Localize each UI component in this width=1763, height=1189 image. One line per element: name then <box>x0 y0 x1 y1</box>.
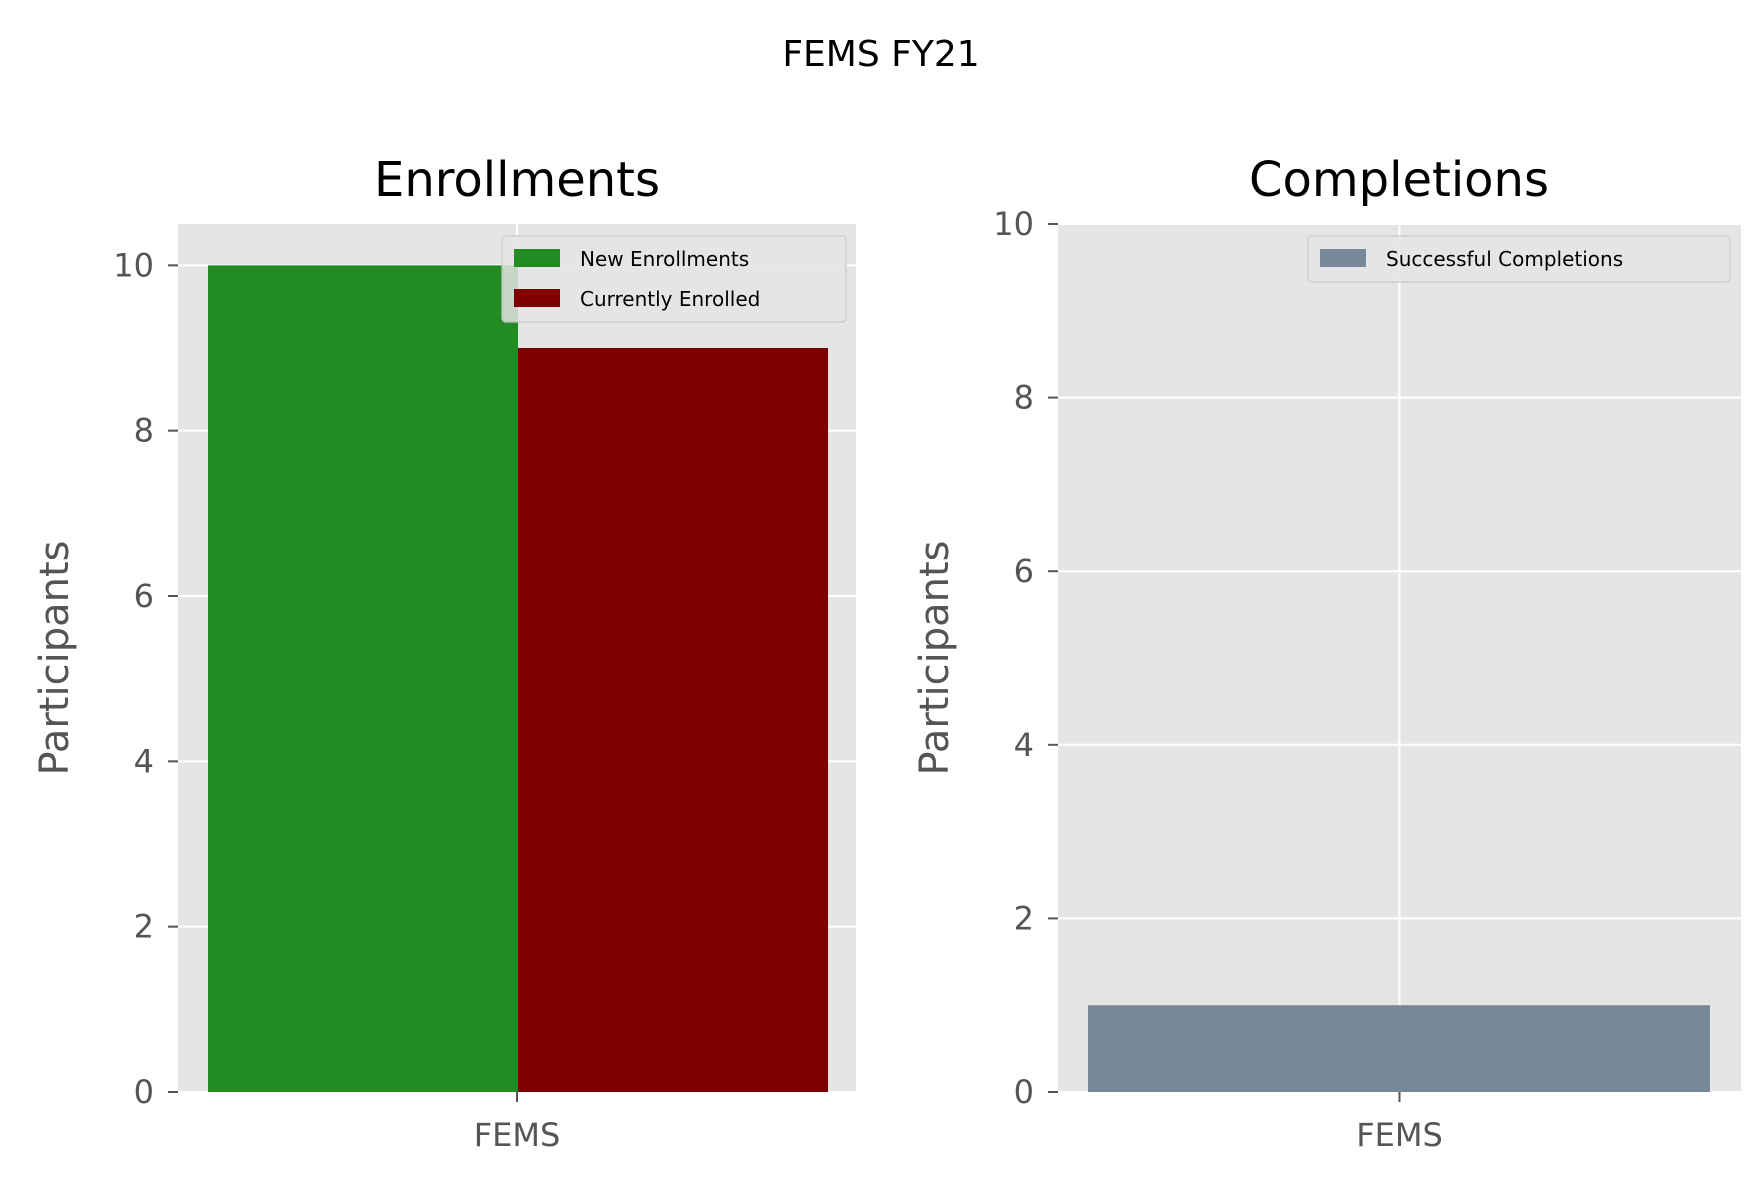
completions-bars <box>1088 1005 1710 1092</box>
legend-label: Currently Enrolled <box>580 287 760 311</box>
enrollments-legend-frame <box>501 235 847 323</box>
y-tick-label: 8 <box>1014 379 1034 417</box>
legend-swatch <box>514 249 560 267</box>
y-tick-label: 8 <box>134 412 154 450</box>
y-tick-label: 0 <box>134 1073 154 1111</box>
x-tick-label: FEMS <box>474 1116 561 1154</box>
enrollments-legend: New Enrollments Currently Enrolled <box>501 235 847 323</box>
enrollments-ticks: 0 2 4 6 8 10 FEMS <box>113 246 560 1154</box>
completions-title: Completions <box>1249 152 1549 208</box>
y-tick-label: 6 <box>134 577 154 615</box>
enrollments-bars <box>208 265 828 1092</box>
y-tick-label: 6 <box>1014 552 1034 590</box>
legend-label: New Enrollments <box>580 247 749 271</box>
completions-ticks: 0 2 4 6 8 10 FEMS <box>993 205 1442 1154</box>
enrollments-bar-currently-enrolled <box>518 348 828 1092</box>
y-tick-label: 2 <box>134 908 154 946</box>
y-tick-label: 10 <box>993 205 1034 243</box>
legend-swatch <box>514 289 560 307</box>
figure-suptitle: FEMS FY21 <box>782 34 979 75</box>
y-tick-label: 0 <box>1014 1073 1034 1111</box>
legend-swatch <box>1320 249 1366 267</box>
y-tick-label: 4 <box>1014 726 1034 764</box>
completions-chart: 0 2 4 6 8 10 FEMS Completions Participants Suc… <box>912 152 1741 1154</box>
enrollments-title: Enrollments <box>374 152 660 208</box>
completions-ylabel: Participants <box>912 541 958 776</box>
y-tick-label: 4 <box>134 742 154 780</box>
y-tick-label: 10 <box>113 246 154 284</box>
enrollments-chart: 0 2 4 6 8 10 FEMS Enrollments Participants New… <box>32 152 856 1154</box>
enrollments-bar-new-enrollments <box>208 265 518 1092</box>
x-tick-label: FEMS <box>1356 1116 1443 1154</box>
legend-label: Successful Completions <box>1386 247 1623 271</box>
completions-bar-successful-completions <box>1088 1005 1710 1092</box>
completions-legend-frame <box>1307 235 1731 283</box>
enrollments-ylabel: Participants <box>32 541 78 776</box>
completions-legend: Successful Completions <box>1307 235 1731 283</box>
y-tick-label: 2 <box>1014 899 1034 937</box>
